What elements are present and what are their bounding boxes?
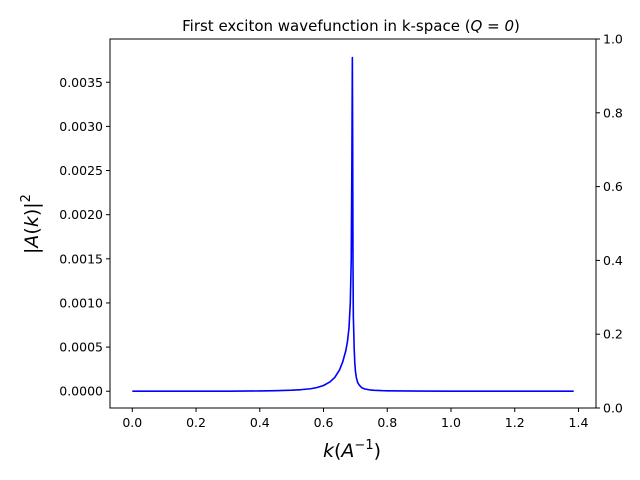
y2-tick-label: 0.8: [603, 105, 623, 120]
series-line: [132, 56, 574, 393]
y-tick-label: 0.0035: [59, 75, 103, 90]
x-axis: 0.0 0.2 0.4 0.6 0.8 1.0 1.2 1.4: [122, 408, 588, 430]
y-tick-label: 0.0030: [59, 119, 103, 134]
y2-tick-label: 0.0: [603, 401, 623, 416]
y-axis-right: 0.0 0.2 0.4 0.6 0.8 1.0: [596, 32, 623, 416]
x-tick-label: 0.2: [186, 415, 206, 430]
y-tick-label: 0.0005: [59, 340, 103, 355]
y-tick-label: 0.0020: [59, 207, 103, 222]
y2-tick-label: 0.2: [603, 327, 623, 342]
y2-tick-label: 0.4: [603, 253, 623, 268]
x-tick-label: 0.6: [314, 415, 334, 430]
y-axis-left: 0.0000 0.0005 0.0010 0.0015 0.0020 0.0025 0.00…: [59, 75, 110, 399]
x-tick-label: 1.0: [441, 415, 461, 430]
chart-title-suffix: ): [514, 17, 520, 35]
y-tick-label: 0.0025: [59, 163, 103, 178]
y-tick-label: 0.0015: [59, 251, 103, 266]
y2-tick-label: 0.6: [603, 179, 623, 194]
x-tick-label: 0.0: [122, 415, 142, 430]
x-axis-label: k(A−1): [323, 438, 381, 462]
chart-title-prefix: First exciton wavefunction in k-space (: [182, 17, 470, 35]
x-tick-label: 1.2: [505, 415, 525, 430]
series-layer: [132, 56, 574, 393]
y2-tick-label: 1.0: [603, 32, 623, 47]
x-tick-label: 1.4: [569, 415, 589, 430]
x-tick-label: 0.4: [250, 415, 270, 430]
plot-frame: [109, 38, 597, 409]
chart-title: First exciton wavefunction in k-space (Q…: [182, 17, 520, 35]
y-axis-label: |A(k)|2: [19, 194, 43, 254]
y-tick-label: 0.0010: [59, 295, 103, 310]
x-tick-label: 0.8: [377, 415, 397, 430]
y-tick-label: 0.0000: [59, 384, 103, 399]
chart-title-math: Q = 0: [471, 17, 514, 35]
